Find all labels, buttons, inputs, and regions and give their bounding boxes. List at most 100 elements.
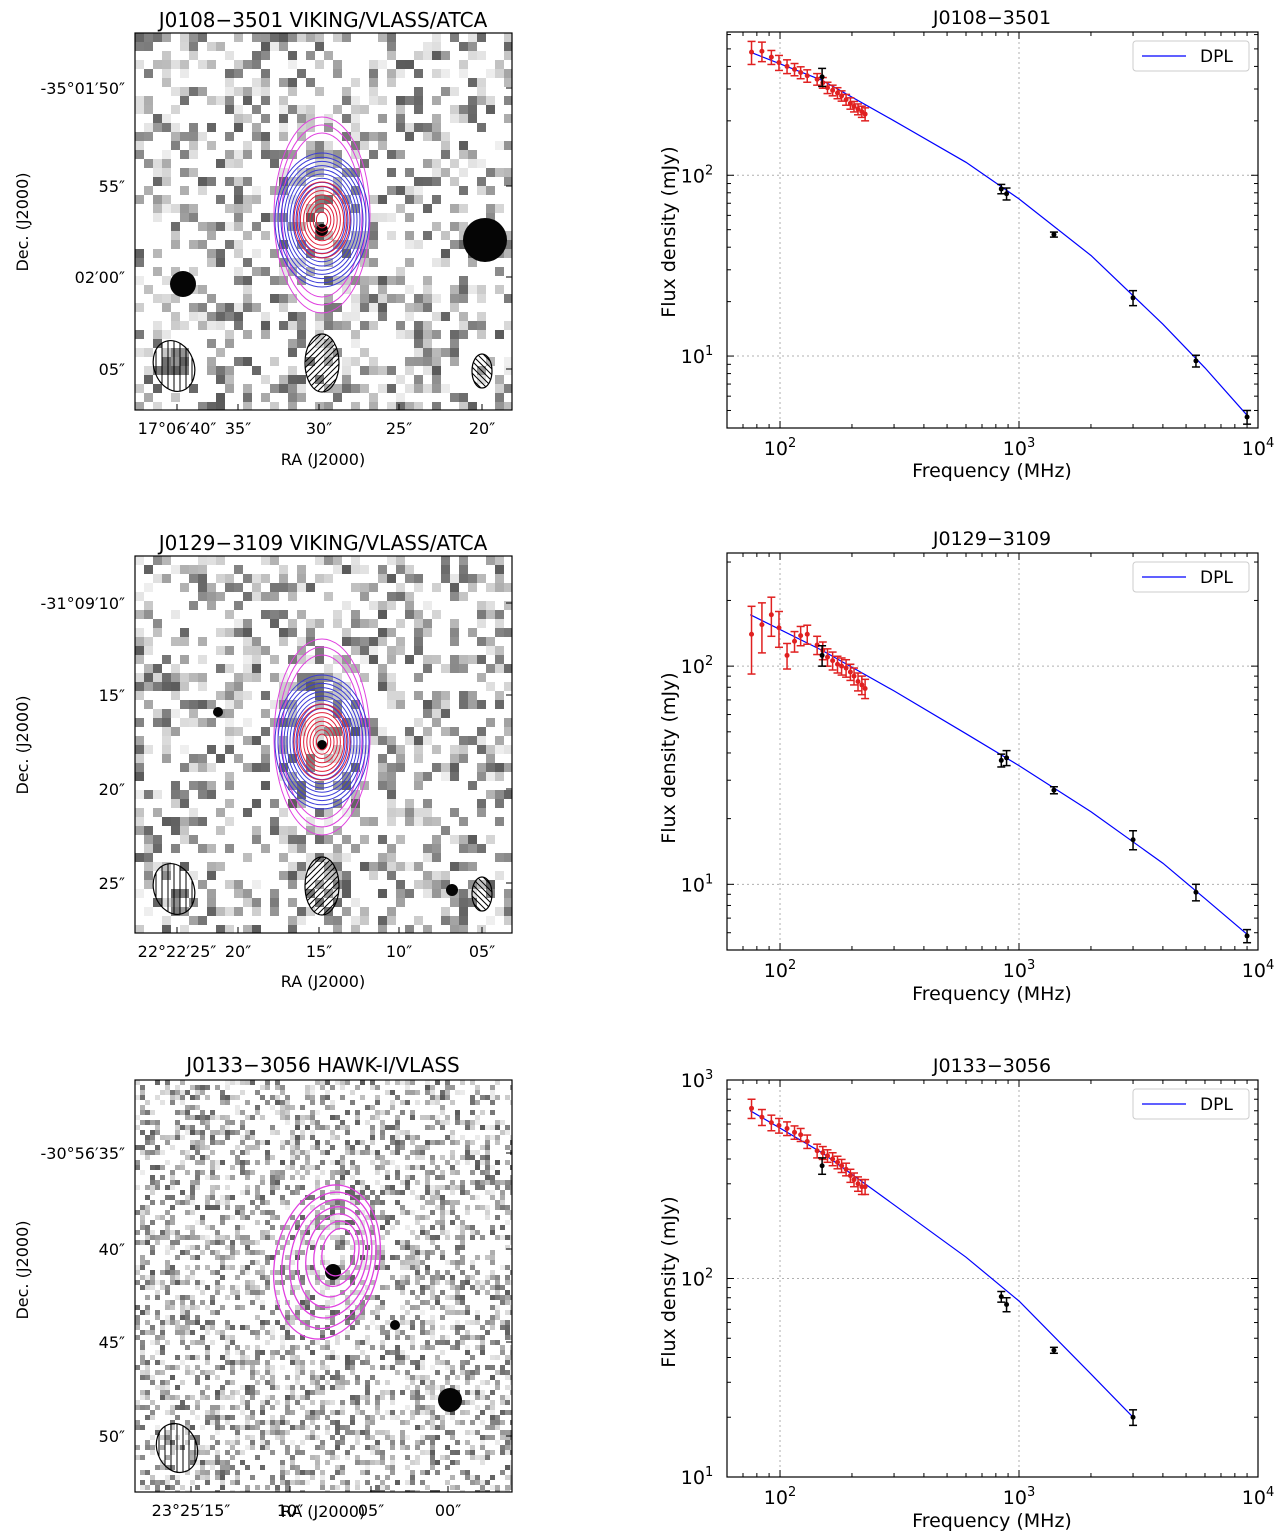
dec-tick-label: 40″ — [99, 1240, 125, 1259]
contour-magenta — [273, 638, 371, 836]
beam-hatch — [305, 857, 339, 915]
plot-frame — [726, 31, 1259, 429]
legend: DPL — [1132, 561, 1250, 593]
data-point — [824, 654, 830, 660]
y-tick-label: 101 — [681, 344, 713, 368]
x-tick-label: 104 — [1242, 958, 1274, 982]
dec-tick-label: 02′00″ — [75, 268, 125, 287]
y-tick-label: 102 — [681, 163, 713, 187]
data-point — [798, 1132, 804, 1138]
y-tick-label: 103 — [681, 1068, 713, 1092]
data-point — [847, 1173, 853, 1179]
legend-box — [1132, 561, 1250, 593]
data-point — [830, 87, 836, 93]
data-point — [1130, 1414, 1136, 1420]
dec-tick-label: -31°09′10″ — [41, 594, 125, 613]
beam-hatch — [472, 354, 492, 388]
image-frame — [134, 32, 513, 411]
data-point — [820, 1150, 826, 1156]
beam-ellipse — [471, 876, 493, 912]
data-point — [784, 1125, 790, 1131]
data-point — [843, 665, 849, 671]
ra-tick-label: 05″ — [469, 942, 495, 961]
beam-ellipse — [304, 333, 340, 393]
contour-red — [309, 203, 335, 237]
data-point — [1051, 1347, 1057, 1353]
contour-red — [309, 725, 335, 759]
x-tick-label: 103 — [1003, 1485, 1035, 1509]
sed-chart-3: J0133−3056 Frequency (MHz) Flux density … — [658, 1055, 1274, 1532]
dec-tick-label: 55″ — [99, 177, 125, 196]
legend: DPL — [1132, 1088, 1250, 1120]
image-panel-2-title: J0129−3109 VIKING/VLASS/ATCA — [157, 531, 488, 555]
dec-tick-label: 50″ — [99, 1427, 125, 1446]
legend-box — [1132, 40, 1250, 72]
ra-tick-label: 22°22′25″ — [138, 942, 217, 961]
contour-blue — [274, 674, 370, 810]
ra-tick-label: 20″ — [225, 942, 251, 961]
sed-chart-1-ylabel: Flux density (mJy) — [658, 146, 680, 317]
ra-tick-label: 20″ — [469, 419, 495, 438]
beam-hatch — [305, 334, 339, 392]
dpl-fit-line — [749, 51, 1248, 416]
image-frame — [134, 1079, 513, 1493]
greyscale-image — [135, 556, 512, 933]
sed-chart-2-ylabel: Flux density (mJy) — [658, 672, 680, 843]
data-point — [1193, 358, 1199, 364]
contour-magenta — [313, 1220, 360, 1288]
contour-red — [315, 733, 329, 751]
data-point — [749, 1105, 755, 1111]
image-panel-3-title: J0133−3056 HAWK-I/VLASS — [184, 1053, 459, 1077]
data-point — [998, 1294, 1004, 1300]
sed-chart-2-title: J0129−3109 — [932, 528, 1051, 550]
data-point — [998, 186, 1004, 192]
sed-chart-3-title: J0133−3056 — [932, 1055, 1051, 1077]
data-point — [784, 652, 790, 658]
data-point — [830, 1156, 836, 1162]
dpl-fit-line — [749, 1110, 1134, 1418]
contour-blue — [277, 678, 367, 806]
data-point — [792, 1129, 798, 1135]
data-point — [824, 85, 830, 91]
image-frame — [134, 555, 513, 934]
dec-tick-label: -35°01′50″ — [41, 79, 125, 98]
image-panel-1-xlabel: RA (J2000) — [281, 450, 365, 469]
image-panel-3-xlabel: RA (J2000) — [281, 1502, 365, 1521]
data-point — [1051, 232, 1057, 238]
x-tick-label: 102 — [764, 1485, 796, 1509]
x-tick-label: 104 — [1242, 436, 1274, 460]
data-point — [819, 74, 825, 80]
data-point — [1004, 191, 1010, 197]
data-point — [851, 1177, 857, 1183]
image-panel-3-ylabel: Dec. (J2000) — [13, 1220, 32, 1319]
source-blob — [446, 884, 458, 896]
data-point — [749, 631, 755, 637]
data-point — [798, 633, 804, 639]
data-point — [862, 1184, 868, 1190]
data-point — [824, 1153, 830, 1159]
x-tick-label: 103 — [1003, 436, 1035, 460]
beam-ellipse — [155, 1422, 199, 1474]
data-point — [792, 638, 798, 644]
sed-chart-1-xlabel: Frequency (MHz) — [912, 460, 1072, 482]
contour-blue — [274, 152, 370, 288]
data-point — [1244, 933, 1250, 939]
data-point — [776, 625, 782, 631]
data-point — [855, 106, 861, 112]
data-point — [759, 1114, 765, 1120]
contour-red — [306, 198, 338, 242]
contours — [273, 638, 371, 836]
data-point — [819, 1163, 825, 1169]
data-point — [792, 66, 798, 72]
ra-tick-label: 25″ — [386, 419, 412, 438]
data-point — [798, 70, 804, 76]
source-blob — [213, 707, 223, 717]
dec-tick-label: 05″ — [99, 360, 125, 379]
sed-chart-1: J0108−3501 Frequency (MHz) Flux density … — [658, 7, 1274, 482]
dec-tick-label: 25″ — [99, 874, 125, 893]
contour-red — [296, 185, 348, 255]
beam-ellipse — [152, 863, 196, 915]
data-point — [1004, 1301, 1010, 1307]
y-tick-label: 102 — [681, 1267, 713, 1291]
